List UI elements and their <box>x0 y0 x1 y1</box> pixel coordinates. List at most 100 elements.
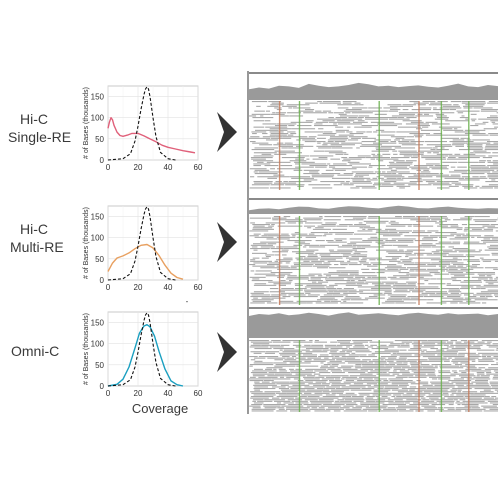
read <box>331 354 346 356</box>
read <box>348 348 369 350</box>
read <box>421 243 433 245</box>
read <box>278 273 291 275</box>
read <box>357 380 375 382</box>
read <box>290 133 297 135</box>
read <box>485 181 498 183</box>
read <box>371 150 389 152</box>
read <box>401 177 422 179</box>
read <box>472 134 489 136</box>
read <box>394 397 418 399</box>
read <box>374 171 381 173</box>
read <box>363 264 372 266</box>
read <box>464 129 486 131</box>
read <box>482 260 492 262</box>
read <box>321 173 341 175</box>
read <box>479 160 486 162</box>
read <box>261 381 270 383</box>
read <box>455 364 462 366</box>
read <box>453 104 459 106</box>
read <box>250 391 263 393</box>
read <box>398 141 410 143</box>
read <box>343 292 357 294</box>
read <box>343 110 358 112</box>
read <box>300 396 307 398</box>
read <box>472 176 479 178</box>
read <box>375 400 394 402</box>
read <box>332 177 351 179</box>
read <box>419 107 432 109</box>
read <box>439 236 447 238</box>
read <box>396 131 420 133</box>
read <box>274 260 278 262</box>
read <box>328 152 347 154</box>
read <box>388 402 405 404</box>
read <box>315 166 327 168</box>
read <box>465 104 485 106</box>
read <box>427 152 432 154</box>
read <box>480 375 490 377</box>
read <box>303 112 327 114</box>
read <box>468 219 472 221</box>
read <box>431 404 446 406</box>
read <box>329 251 353 253</box>
read <box>481 185 498 187</box>
read <box>249 115 257 117</box>
read <box>342 102 352 104</box>
y-tick-label: 150 <box>91 213 105 222</box>
read <box>484 396 490 398</box>
read <box>465 272 486 274</box>
read <box>489 383 498 385</box>
read <box>488 248 498 250</box>
read <box>430 278 437 280</box>
read <box>431 219 442 221</box>
read <box>254 348 272 350</box>
read <box>455 341 462 343</box>
read <box>360 259 367 261</box>
read <box>446 284 470 286</box>
read <box>333 123 337 125</box>
read <box>388 297 410 299</box>
read <box>278 284 286 286</box>
read <box>296 259 318 261</box>
read <box>328 117 334 119</box>
read <box>309 400 334 402</box>
read <box>398 142 416 144</box>
read <box>375 147 392 149</box>
read <box>250 244 273 246</box>
read <box>286 407 310 409</box>
read <box>426 388 450 390</box>
read <box>352 407 362 409</box>
read <box>293 378 301 380</box>
y-tick-label: 150 <box>91 93 105 102</box>
read <box>455 145 464 147</box>
read <box>314 125 338 127</box>
read <box>393 275 410 277</box>
read <box>253 297 258 299</box>
read <box>304 360 326 362</box>
read <box>276 410 288 412</box>
read <box>408 349 423 351</box>
read <box>267 375 285 377</box>
read <box>441 288 460 290</box>
read <box>441 391 457 393</box>
read <box>290 265 313 267</box>
read <box>399 370 410 372</box>
read <box>438 241 452 243</box>
read <box>451 276 471 278</box>
read <box>271 294 287 296</box>
read <box>302 139 317 141</box>
read <box>464 396 485 398</box>
read <box>346 404 358 406</box>
read <box>368 360 387 362</box>
read <box>352 340 373 342</box>
read <box>467 260 481 262</box>
read <box>495 276 498 278</box>
read <box>452 139 465 141</box>
read <box>494 126 498 128</box>
read <box>283 402 294 404</box>
read <box>252 400 256 402</box>
read <box>459 302 481 304</box>
read <box>454 249 476 251</box>
read <box>475 383 489 385</box>
read <box>312 265 330 267</box>
